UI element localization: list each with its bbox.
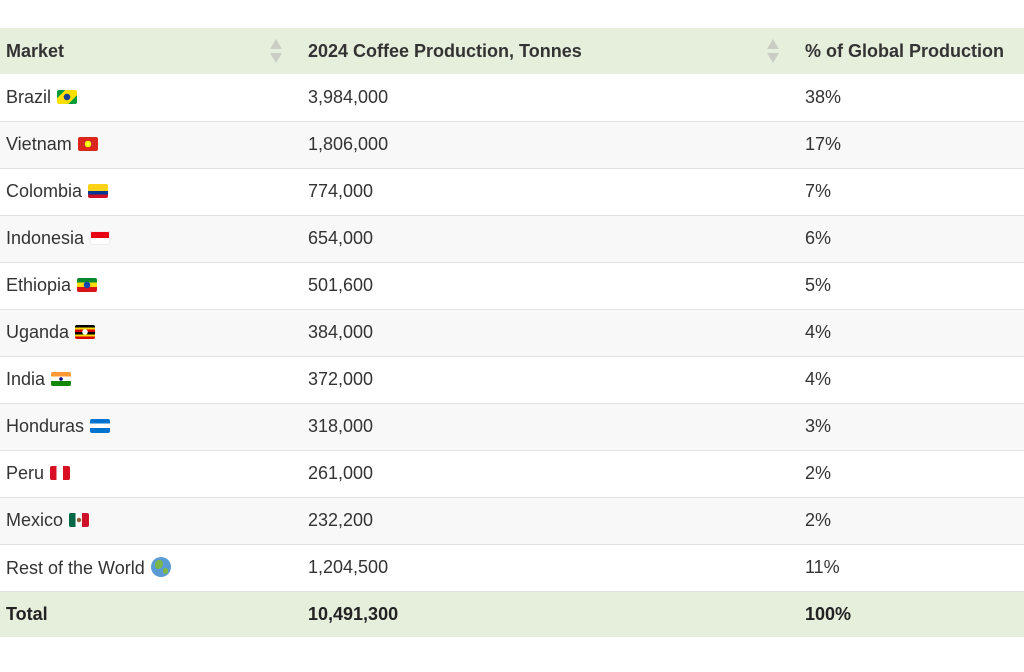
cell-share: 5% xyxy=(805,275,832,295)
table-row: Ethiopia 501,600 5% xyxy=(0,262,1024,309)
vietnam-flag-icon xyxy=(77,137,98,151)
cell-share: 6% xyxy=(805,228,832,248)
cell-production: 3,984,000 xyxy=(308,86,389,107)
table-header-row: Market 2024 Coffee Production, Tonnes % … xyxy=(0,28,1024,74)
market-name: Colombia xyxy=(6,181,83,201)
table-row: Brazil 3,984,000 38% xyxy=(0,74,1024,121)
header-market-label: Market xyxy=(6,40,65,61)
cell-share: 17% xyxy=(805,134,842,154)
cell-market: Rest of the World xyxy=(0,544,302,591)
cell-production: 384,000 xyxy=(308,322,374,342)
cell-market: Uganda xyxy=(0,309,302,356)
cell-production: 1,806,000 xyxy=(308,134,389,154)
india-flag-icon xyxy=(51,372,72,386)
cell-market: Mexico xyxy=(0,497,302,544)
table-body: Brazil 3,984,000 38% Vietnam 1,806,000 17% Col… xyxy=(0,74,1024,591)
sort-arrows-icon[interactable] xyxy=(767,37,779,65)
table-row: Honduras 318,000 3% xyxy=(0,403,1024,450)
cell-market: India xyxy=(0,356,302,403)
footer-production: 10,491,300 xyxy=(308,603,399,624)
table-row: Vietnam 1,806,000 17% xyxy=(0,121,1024,168)
footer-label: Total xyxy=(6,603,48,624)
table-row: Uganda 384,000 4% xyxy=(0,309,1024,356)
market-name: Uganda xyxy=(6,322,70,342)
colombia-flag-icon xyxy=(88,184,109,198)
header-share: % of Global Production xyxy=(799,28,1024,74)
cell-market: Peru xyxy=(0,450,302,497)
cell-production: 318,000 xyxy=(308,416,374,436)
ethiopia-flag-icon xyxy=(77,278,98,292)
header-share-label: % of Global Production xyxy=(805,40,1004,61)
cell-production: 774,000 xyxy=(308,181,374,201)
cell-production: 1,204,500 xyxy=(308,557,389,577)
header-production-label: 2024 Coffee Production, Tonnes xyxy=(308,40,582,61)
cell-share: 2% xyxy=(805,510,832,530)
table-row: Indonesia 654,000 6% xyxy=(0,215,1024,262)
cell-production: 261,000 xyxy=(308,463,374,483)
footer-share: 100% xyxy=(805,603,852,624)
cell-production: 501,600 xyxy=(308,275,374,295)
cell-market: Vietnam xyxy=(0,121,302,168)
table-row: India 372,000 4% xyxy=(0,356,1024,403)
table-row: Mexico 232,200 2% xyxy=(0,497,1024,544)
cell-production: 232,200 xyxy=(308,510,374,530)
table-row: Rest of the World 1,204,500 11% xyxy=(0,544,1024,591)
market-name: Indonesia xyxy=(6,228,85,248)
market-name: Mexico xyxy=(6,510,64,530)
cell-market: Brazil xyxy=(0,74,302,121)
header-market[interactable]: Market xyxy=(0,28,302,74)
market-name: Rest of the World xyxy=(6,557,145,578)
market-name: Brazil xyxy=(6,86,52,107)
cell-share: 11% xyxy=(805,557,840,577)
cell-share: 7% xyxy=(805,181,832,201)
sort-arrows-icon[interactable] xyxy=(270,37,282,65)
cell-market: Colombia xyxy=(0,168,302,215)
table-row: Colombia 774,000 7% xyxy=(0,168,1024,215)
uganda-flag-icon xyxy=(75,325,96,339)
indonesia-flag-icon xyxy=(90,231,111,245)
cell-share: 38% xyxy=(805,86,842,107)
cell-share: 4% xyxy=(805,322,832,342)
cell-share: 3% xyxy=(805,416,832,436)
coffee-production-table-container: Market 2024 Coffee Production, Tonnes % … xyxy=(0,28,1024,637)
cell-production: 372,000 xyxy=(308,369,374,389)
cell-production: 654,000 xyxy=(308,228,374,248)
mexico-flag-icon xyxy=(69,513,90,527)
honduras-flag-icon xyxy=(90,419,111,433)
table-footer-row: Total 10,491,300 100% xyxy=(0,591,1024,637)
cell-share: 2% xyxy=(805,463,832,483)
market-name: Ethiopia xyxy=(6,275,72,295)
market-name: Peru xyxy=(6,463,45,483)
globe-icon xyxy=(150,556,171,577)
coffee-production-table: Market 2024 Coffee Production, Tonnes % … xyxy=(0,28,1024,637)
table-row: Peru 261,000 2% xyxy=(0,450,1024,497)
brazil-flag-icon xyxy=(57,89,78,104)
header-production[interactable]: 2024 Coffee Production, Tonnes xyxy=(302,28,799,74)
cell-market: Ethiopia xyxy=(0,262,302,309)
market-name: Vietnam xyxy=(6,134,72,154)
market-name: India xyxy=(6,369,46,389)
market-name: Honduras xyxy=(6,416,85,436)
peru-flag-icon xyxy=(50,466,71,480)
cell-market: Indonesia xyxy=(0,215,302,262)
cell-share: 4% xyxy=(805,369,832,389)
cell-market: Honduras xyxy=(0,403,302,450)
